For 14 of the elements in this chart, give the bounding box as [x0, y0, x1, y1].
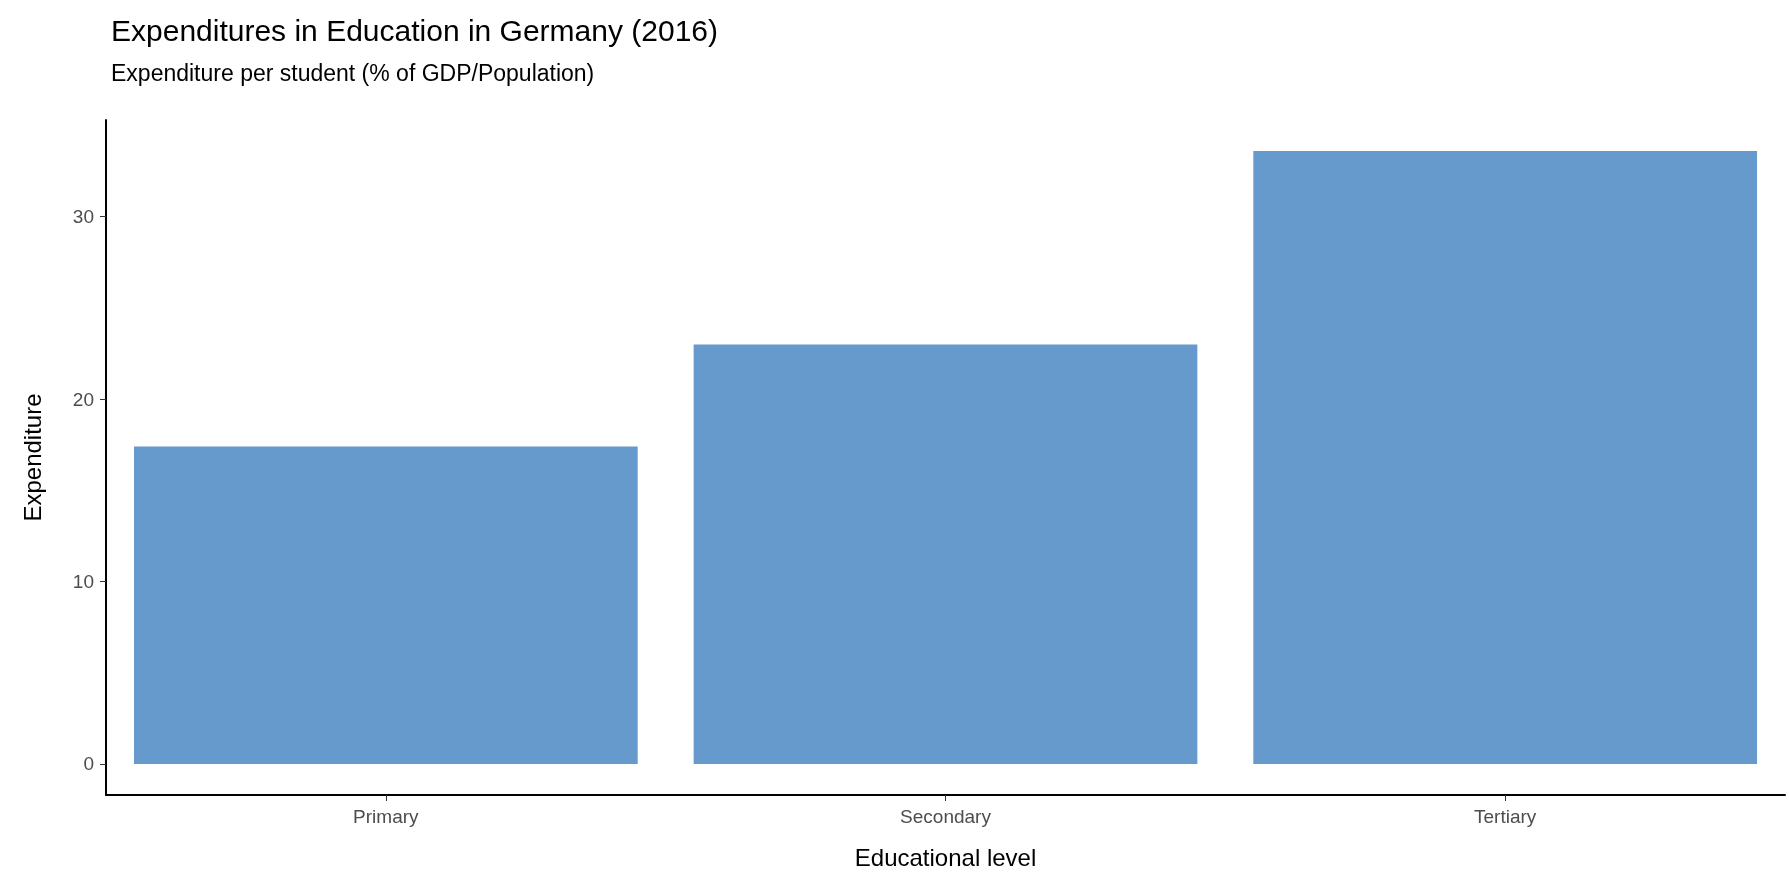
x-tick-label: Secondary	[900, 806, 992, 827]
y-tick-label: 10	[72, 571, 94, 593]
x-tick-label: Primary	[353, 806, 420, 827]
x-tick-label: Tertiary	[1474, 806, 1537, 827]
bar	[133, 446, 638, 764]
x-axis-title: Educational level	[854, 843, 1037, 871]
chart-subtitle: Expenditure per student (% of GDP/Population)	[111, 59, 595, 86]
y-tick-label: 20	[72, 388, 94, 410]
y-tick-label: 30	[72, 206, 94, 228]
bar	[693, 344, 1198, 764]
bar	[1253, 151, 1758, 764]
chart-title: Expenditures in Education in Germany (2016)	[111, 13, 719, 47]
y-axis-title: Expenditure	[18, 393, 46, 522]
y-tick-label: 0	[83, 753, 94, 775]
